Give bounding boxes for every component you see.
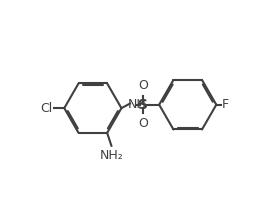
Text: O: O [139,117,148,130]
Text: F: F [222,98,229,111]
Text: O: O [139,79,148,92]
Text: S: S [138,98,148,112]
Text: NH: NH [128,98,146,111]
Text: NH₂: NH₂ [100,149,123,162]
Text: Cl: Cl [41,102,53,115]
